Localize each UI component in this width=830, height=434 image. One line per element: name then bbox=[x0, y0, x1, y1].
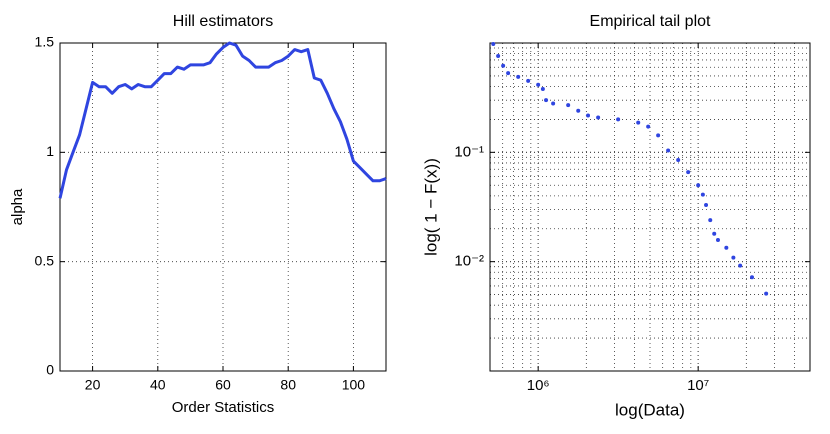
data-point bbox=[656, 133, 661, 138]
data-point bbox=[704, 202, 709, 207]
data-point bbox=[712, 231, 717, 236]
data-point bbox=[708, 218, 713, 223]
y-tick-label: 10⁻² bbox=[454, 253, 484, 270]
data-point bbox=[566, 103, 571, 108]
data-point bbox=[646, 124, 651, 129]
x-tick-label: 80 bbox=[280, 377, 296, 393]
x-tick-label: 10⁶ bbox=[527, 377, 550, 394]
data-point bbox=[715, 237, 720, 242]
axes-frame bbox=[59, 42, 387, 372]
data-point bbox=[616, 117, 621, 122]
data-point bbox=[724, 245, 729, 250]
x-tick-label: 40 bbox=[150, 377, 166, 393]
y-tick-label: 1.5 bbox=[35, 34, 55, 50]
x-tick-label: 20 bbox=[85, 377, 101, 393]
data-point bbox=[636, 120, 641, 125]
data-point bbox=[540, 86, 545, 91]
axes-frame bbox=[489, 42, 811, 372]
chart-title: Empirical tail plot bbox=[590, 13, 711, 30]
data-point bbox=[764, 291, 769, 296]
x-axis-label: log(Data) bbox=[615, 400, 685, 419]
data-point bbox=[526, 78, 531, 83]
data-point bbox=[596, 115, 601, 120]
data-point bbox=[501, 63, 506, 68]
y-axis-label: alpha bbox=[9, 188, 26, 225]
data-point bbox=[586, 113, 591, 118]
data-point bbox=[696, 183, 701, 188]
y-axis-label: log( 1 − F(x)) bbox=[421, 158, 440, 256]
x-axis-label: Order Statistics bbox=[172, 399, 275, 416]
y-tick-label: 10⁻¹ bbox=[454, 143, 484, 160]
data-point bbox=[700, 192, 705, 197]
data-point bbox=[686, 170, 691, 175]
data-point bbox=[506, 71, 511, 76]
data-point bbox=[676, 158, 681, 163]
data-point bbox=[516, 74, 521, 79]
x-tick-label: 100 bbox=[342, 377, 366, 393]
data-point bbox=[491, 41, 496, 46]
data-point bbox=[496, 54, 501, 59]
x-tick-label: 10⁷ bbox=[687, 377, 709, 394]
data-point bbox=[551, 101, 556, 106]
data-point bbox=[536, 82, 541, 87]
y-tick-label: 0.5 bbox=[35, 252, 55, 268]
chart-title: Hill estimators bbox=[173, 13, 273, 30]
data-point bbox=[731, 255, 736, 260]
data-point bbox=[544, 98, 549, 103]
y-tick-label: 1 bbox=[46, 143, 54, 159]
data-point bbox=[749, 275, 754, 280]
y-tick-label: 0 bbox=[46, 362, 54, 378]
data-point bbox=[738, 263, 743, 268]
data-point bbox=[666, 148, 671, 153]
x-tick-label: 60 bbox=[215, 377, 231, 393]
data-point bbox=[576, 108, 581, 113]
data-line bbox=[58, 41, 387, 199]
